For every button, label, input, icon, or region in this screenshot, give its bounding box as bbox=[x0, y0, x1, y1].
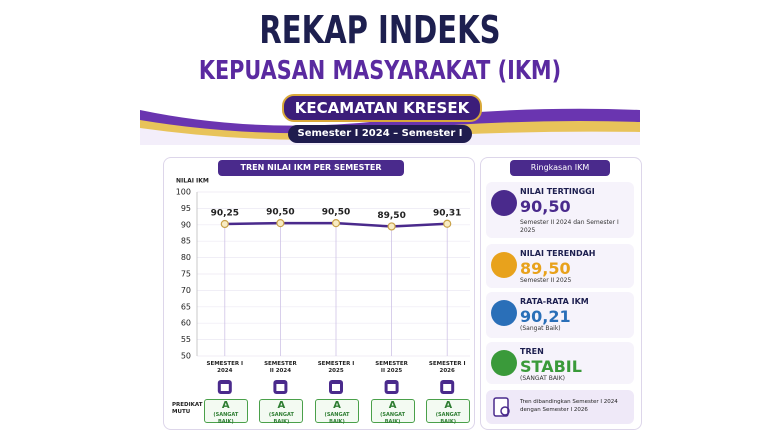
summary-card: TREN STABIL (SANGAT BAIK) bbox=[486, 342, 634, 384]
summary-value: 89,50 bbox=[520, 259, 571, 278]
calendar-icon-inner bbox=[332, 384, 340, 391]
value-label: 90,50 bbox=[266, 208, 294, 218]
calendar-icon-inner bbox=[387, 384, 396, 391]
y-tick-label: 70 bbox=[181, 286, 191, 295]
predikat-grade: A bbox=[388, 400, 397, 411]
summary-icon bbox=[491, 252, 517, 278]
predikat-desc: (SANGAT BAIK) bbox=[435, 412, 461, 425]
summary-icon bbox=[491, 350, 517, 376]
predikat-box: A (SANGAT BAIK) bbox=[426, 399, 471, 425]
summary-title: Ringkasan IKM bbox=[510, 160, 610, 176]
predikat-box: A (SANGAT BAIK) bbox=[259, 399, 304, 425]
chart-panel bbox=[163, 157, 475, 430]
calendar-icon-inner bbox=[443, 384, 452, 391]
x-tick-label: SEMESTER II 2025 bbox=[375, 361, 408, 374]
x-tick-label: SEMESTER I 2024 bbox=[206, 361, 244, 374]
point bbox=[220, 219, 229, 229]
summary-label: NILAI TERENDAH bbox=[520, 249, 596, 258]
point bbox=[443, 219, 452, 228]
point bbox=[387, 222, 396, 231]
summary-note: Semester II 2024 dan Semester I 2025 bbox=[520, 219, 619, 234]
predikat-grade: A bbox=[333, 400, 341, 411]
y-tick-label: 90 bbox=[181, 220, 191, 229]
chart-title: TREN NILAI IKM PER SEMESTER bbox=[218, 160, 404, 176]
summary-note: (Sangat Baik) bbox=[520, 325, 561, 332]
y-tick-label: 60 bbox=[181, 319, 191, 328]
y-tick-label: 75 bbox=[181, 270, 191, 279]
summary-note: Semester II 2025 bbox=[520, 277, 572, 284]
value-label: 90,25 bbox=[211, 208, 239, 218]
y-tick-label: 80 bbox=[181, 253, 191, 262]
x-tick-label: SEMESTER I 2026 bbox=[428, 361, 466, 374]
title: REKAP INDEKS bbox=[259, 8, 501, 52]
y-tick-label: 85 bbox=[181, 237, 191, 246]
predikat-box: A (SANGAT BAIK) bbox=[203, 399, 248, 425]
predikat-label: PREDIKAT MUTU bbox=[172, 402, 203, 415]
y-tick-label: 65 bbox=[181, 302, 191, 311]
period: Semester I 2024 – Semester I 2026 bbox=[288, 125, 472, 157]
predikat-grade: A bbox=[444, 400, 453, 411]
value-label: 90,31 bbox=[433, 208, 461, 218]
summary-value: 90,50 bbox=[520, 197, 571, 216]
location: KECAMATAN KRESEK bbox=[282, 94, 482, 122]
summary-value: STABIL bbox=[520, 357, 582, 376]
summary-value: 90,21 bbox=[520, 307, 571, 326]
summary-note: (SANGAT BAIK) bbox=[520, 375, 565, 382]
summary-label: NILAI TERTINGGI bbox=[520, 187, 595, 196]
summary-label: RATA-RATA IKM bbox=[520, 297, 589, 306]
footnote: Tren dibandingkan Semester I 2024 dengan… bbox=[520, 399, 618, 413]
y-tick-label: 55 bbox=[181, 335, 191, 344]
predikat-desc: (SANGAT BAIK) bbox=[268, 412, 294, 425]
value-label: 90,50 bbox=[322, 208, 350, 218]
point bbox=[276, 219, 285, 228]
footnote-box: Tren dibandingkan Semester I 2024 dengan… bbox=[486, 390, 634, 424]
x-tick-label: SEMESTER II 2024 bbox=[264, 361, 297, 374]
y-tick-label: 95 bbox=[181, 204, 191, 213]
clipboard-icon bbox=[493, 397, 510, 417]
predikat-box: A (SANGAT BAIK) bbox=[370, 399, 415, 425]
x-tick-label: SEMESTER I 2025 bbox=[317, 361, 355, 374]
predikat-grade: A bbox=[277, 400, 286, 411]
value-label: 89,50 bbox=[377, 211, 405, 221]
summary-card: NILAI TERTINGGI 90,50 Semester II 2024 dan… bbox=[486, 182, 634, 238]
predikat-desc: (SANGAT BAIK) bbox=[380, 412, 406, 425]
predikat-box: A (SANGAT BAIK) bbox=[315, 399, 359, 425]
y-tick-label: 100 bbox=[176, 188, 191, 197]
calendar-icon-inner bbox=[220, 384, 229, 391]
summary-card: RATA-RATA IKM 90,21 (Sangat Baik) bbox=[486, 292, 634, 338]
summary-icon bbox=[491, 190, 517, 216]
summary-icon bbox=[491, 300, 517, 326]
subtitle: KEPUASAN MASYARAKAT (IKM) bbox=[198, 56, 562, 86]
predikat-desc: (SANGAT BAIK) bbox=[213, 412, 239, 425]
summary-label: TREN bbox=[520, 347, 544, 356]
predikat-grade: A bbox=[221, 400, 230, 411]
calendar-icon-inner bbox=[276, 384, 285, 391]
point bbox=[331, 219, 341, 228]
y-axis-label: NILAI IKM bbox=[176, 178, 209, 185]
predikat-desc: (SANGAT BAIK) bbox=[324, 412, 350, 425]
y-tick-label: 50 bbox=[181, 352, 191, 361]
summary-card: NILAI TERENDAH 89,50 Semester II 2025 bbox=[486, 244, 634, 288]
